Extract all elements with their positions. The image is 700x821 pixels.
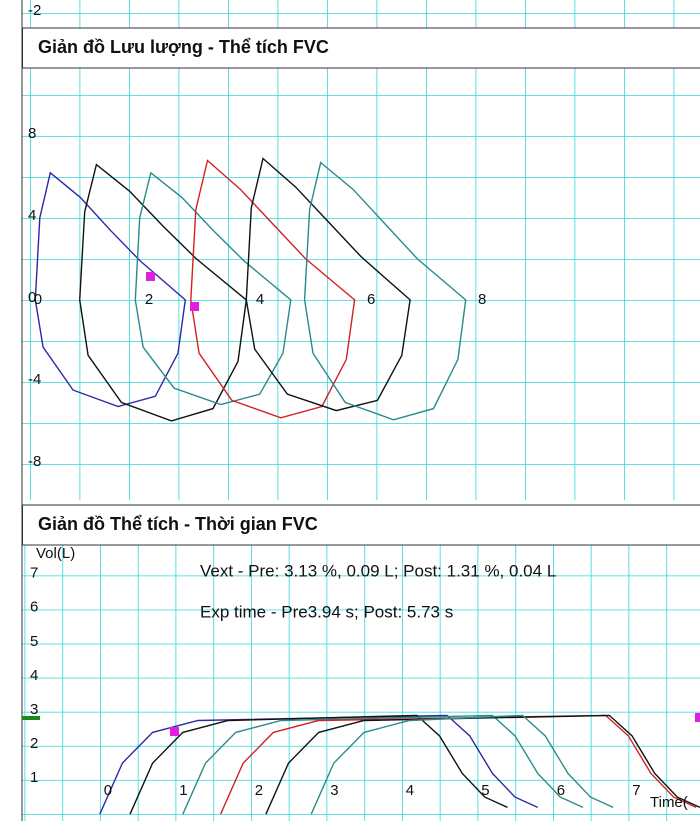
title-box bbox=[22, 504, 700, 546]
data-line bbox=[34, 171, 187, 408]
data-line bbox=[265, 714, 700, 815]
annotation: -2 bbox=[28, 2, 41, 19]
y-tick-label: 8 bbox=[28, 125, 36, 142]
x-tick-label: 6 bbox=[367, 291, 375, 308]
marker bbox=[190, 302, 199, 311]
y-tick-label: 0 bbox=[28, 289, 36, 306]
x-tick-label: 0 bbox=[34, 291, 42, 308]
y-tick-label: 6 bbox=[30, 599, 38, 616]
y-tick-label: -8 bbox=[28, 453, 41, 470]
y-axis-label: Vol(L) bbox=[36, 545, 75, 562]
chart-title: Giản đồ Lưu lượng - Thể tích FVC bbox=[38, 37, 329, 57]
data-line bbox=[99, 714, 538, 815]
annotation: Vext - Pre: 3.13 %, 0.09 L; Post: 1.31 %… bbox=[200, 561, 556, 580]
plots bbox=[34, 157, 700, 815]
x-tick-label: 8 bbox=[478, 291, 486, 308]
data-line bbox=[245, 157, 411, 412]
title-box bbox=[22, 27, 700, 69]
x-tick-label: 5 bbox=[481, 782, 489, 799]
y-tick-label: -4 bbox=[28, 371, 41, 388]
data-line bbox=[303, 161, 467, 421]
y-tick-label: 7 bbox=[30, 565, 38, 582]
marker bbox=[695, 713, 700, 722]
y-tick-label: 2 bbox=[30, 735, 38, 752]
data-line bbox=[182, 714, 584, 815]
marker bbox=[170, 727, 179, 736]
x-tick-label: 2 bbox=[255, 782, 263, 799]
data-line bbox=[190, 159, 356, 419]
y-tick-label: 4 bbox=[30, 667, 38, 684]
x-tick-label: 7 bbox=[632, 782, 640, 799]
x-tick-label: 4 bbox=[256, 291, 264, 308]
annotation: Exp time - Pre3.94 s; Post: 5.73 s bbox=[200, 602, 453, 621]
marker bbox=[146, 272, 155, 281]
x-tick-label: 6 bbox=[557, 782, 565, 799]
x-tick-label: 0 bbox=[104, 782, 112, 799]
x-axis-label: Time( bbox=[650, 794, 688, 811]
x-tick-label: 4 bbox=[406, 782, 414, 799]
data-line bbox=[134, 171, 292, 406]
x-tick-label: 1 bbox=[179, 782, 187, 799]
x-tick-label: 2 bbox=[145, 291, 153, 308]
data-line bbox=[310, 714, 614, 815]
chart-title: Giản đồ Thể tích - Thời gian FVC bbox=[38, 514, 318, 534]
grid-background bbox=[22, 545, 700, 821]
grid-background bbox=[22, 0, 700, 500]
x-tick-label: 3 bbox=[330, 782, 338, 799]
y-tick-label: 4 bbox=[28, 207, 36, 224]
y-tick-label: 1 bbox=[30, 769, 38, 786]
y-tick-label: 3 bbox=[30, 701, 38, 718]
data-line bbox=[129, 714, 508, 815]
y-tick-label: 5 bbox=[30, 633, 38, 650]
